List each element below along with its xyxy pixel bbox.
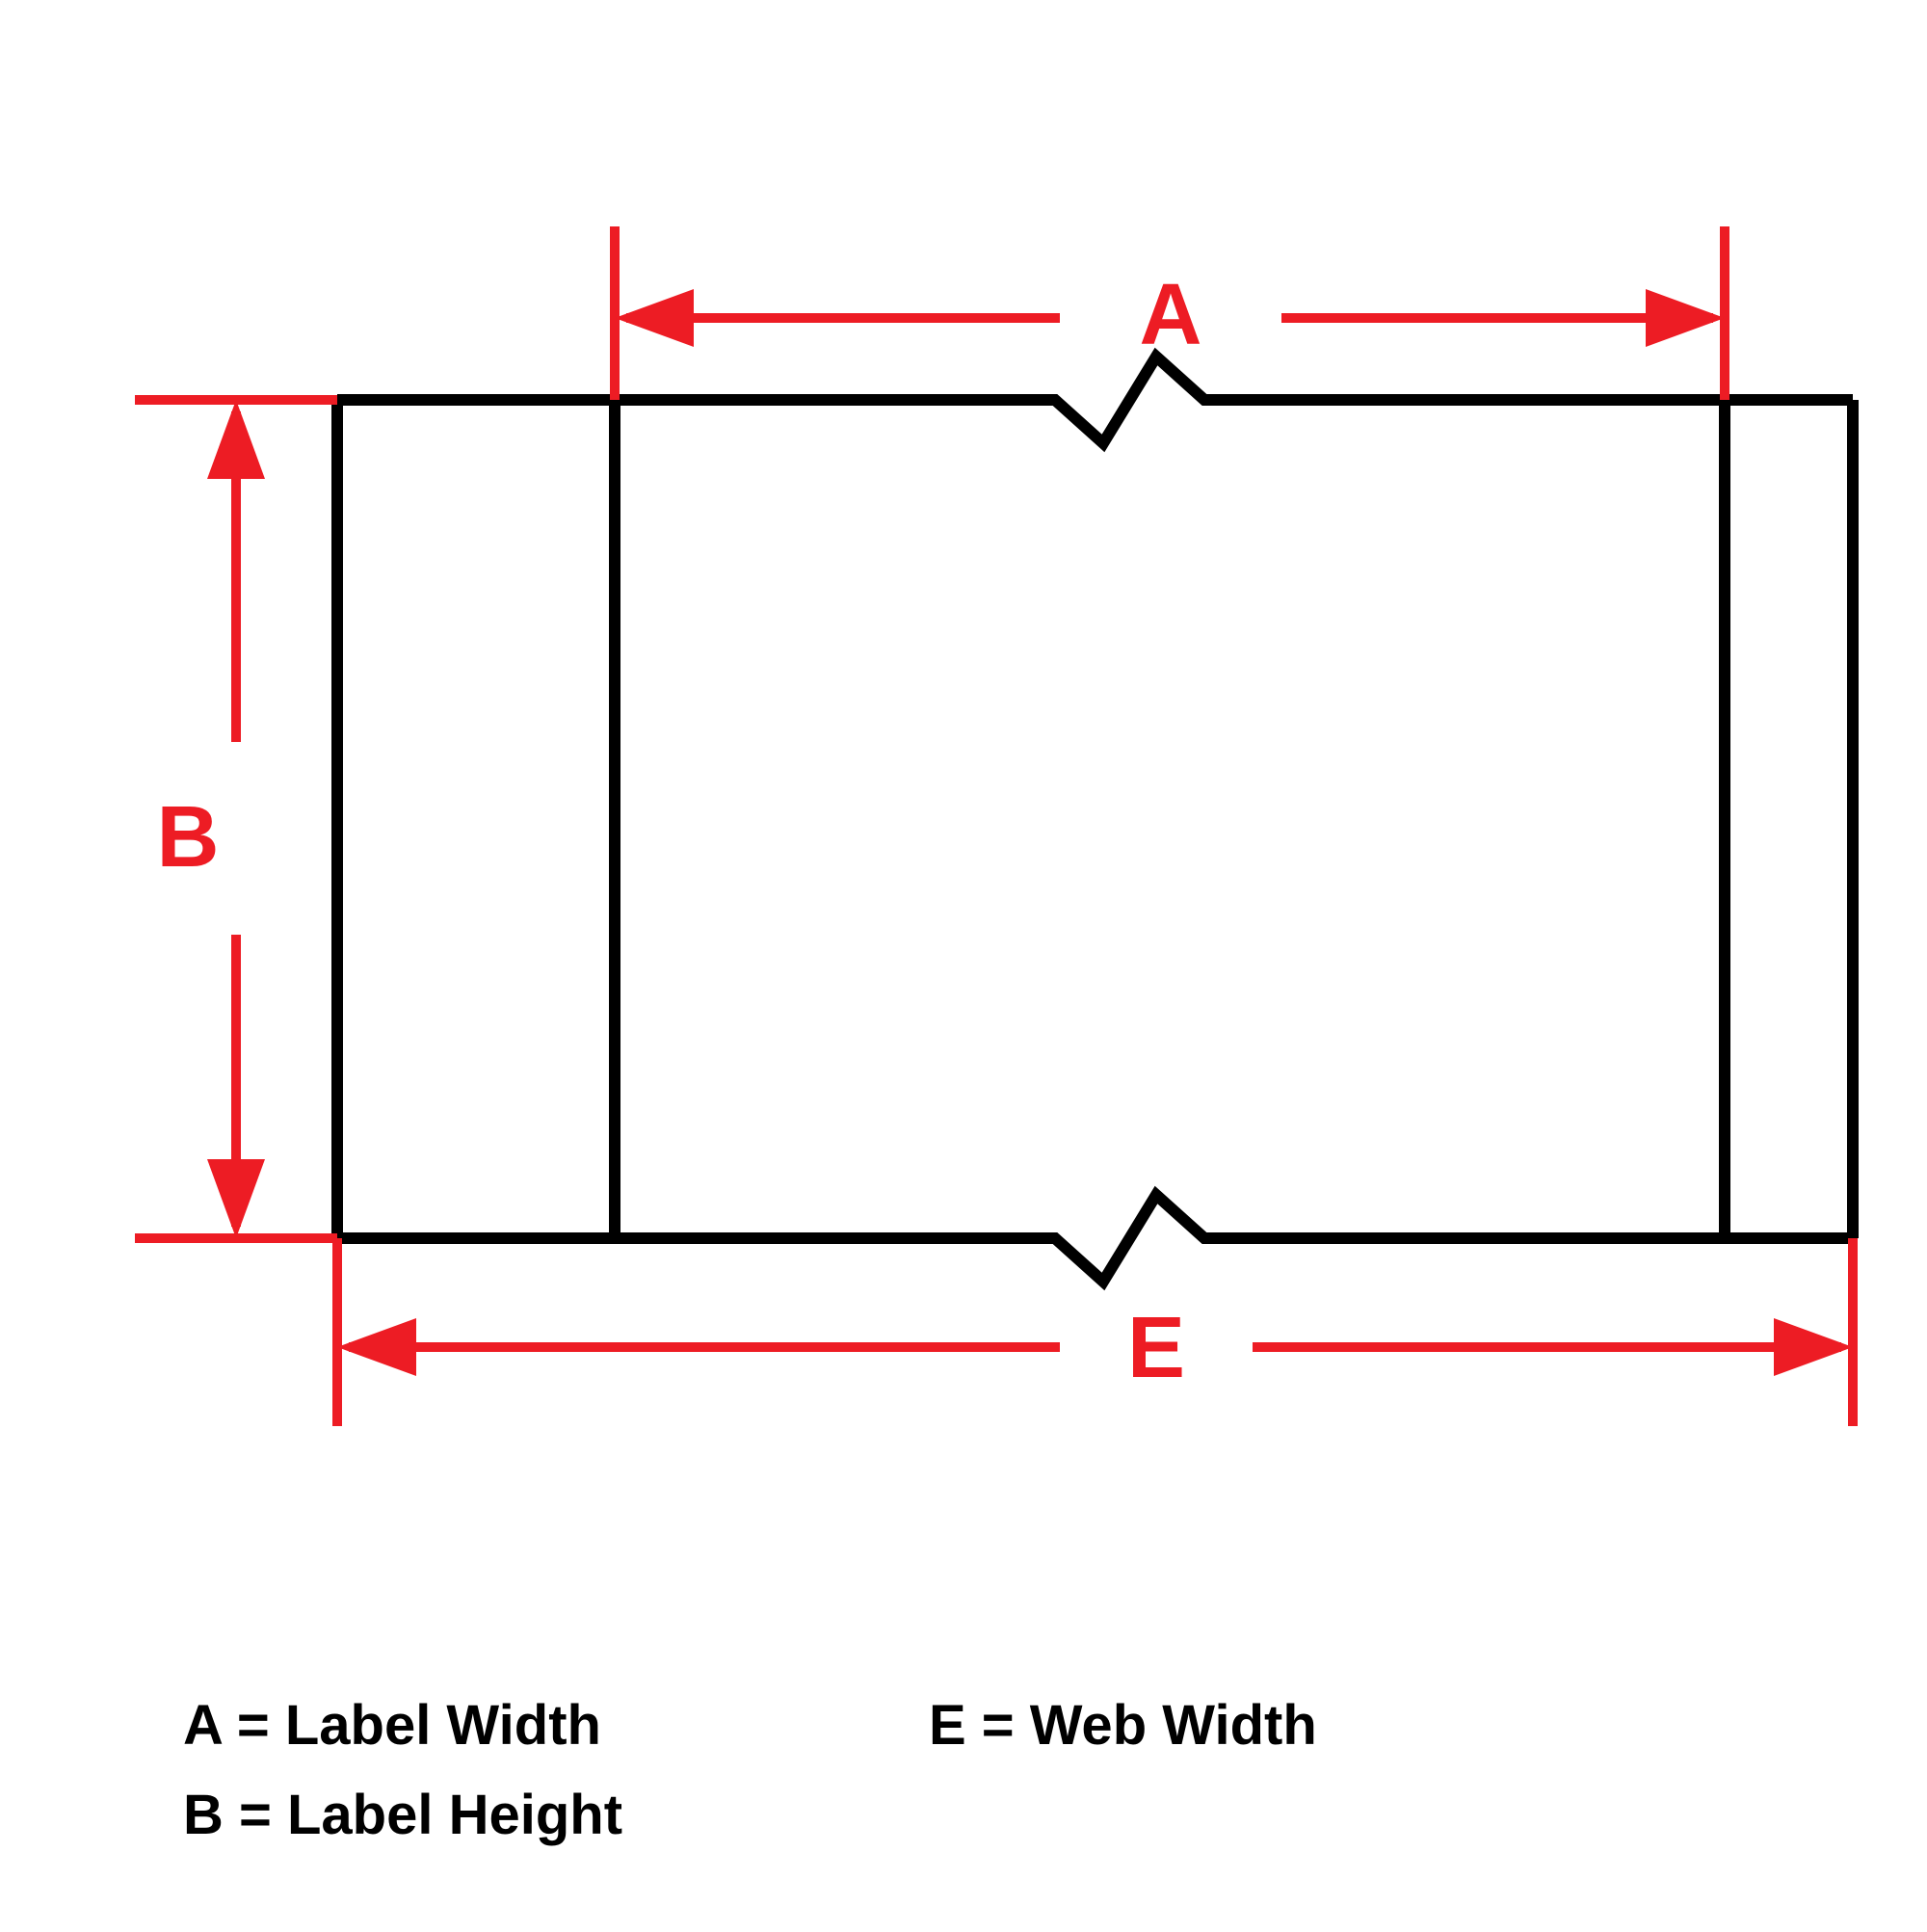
legend-a: A = Label Width (183, 1681, 601, 1771)
dim-a-label: A (1140, 267, 1202, 363)
dimension-e: E (337, 1238, 1853, 1426)
legend-e: E = Web Width (929, 1681, 1317, 1771)
diagram-svg: A B (0, 0, 1927, 1927)
dimension-b: B (135, 400, 337, 1238)
dim-e-label: E (1127, 1300, 1185, 1396)
inner-dividers (615, 400, 1725, 1238)
legend-b: B = Label Height (183, 1771, 622, 1861)
dim-b-label: B (157, 789, 220, 886)
label-dimension-diagram: A B (0, 0, 1927, 1927)
legend: A = Label Width E = Web Width B = Label … (183, 1681, 1317, 1861)
outer-shape (337, 357, 1853, 1282)
